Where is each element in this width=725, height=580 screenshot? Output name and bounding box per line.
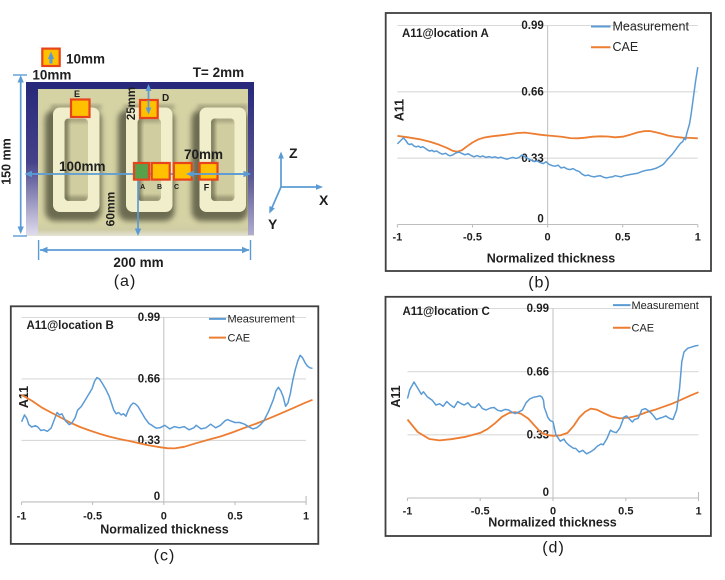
svg-text:A11@location A: A11@location A	[402, 28, 489, 40]
svg-text:0: 0	[543, 487, 549, 499]
svg-text:Normalized thickness: Normalized thickness	[100, 523, 229, 537]
svg-text:-1: -1	[393, 232, 403, 244]
svg-text:1: 1	[695, 506, 701, 518]
svg-text:0.99: 0.99	[527, 303, 549, 315]
svg-text:70mm: 70mm	[184, 147, 223, 162]
svg-text:(a): (a)	[114, 273, 137, 290]
svg-text:T= 2mm: T= 2mm	[193, 65, 244, 80]
svg-text:0: 0	[161, 511, 167, 523]
svg-text:0: 0	[537, 214, 543, 226]
svg-text:CAE: CAE	[613, 40, 639, 54]
svg-text:A11@location C: A11@location C	[403, 306, 490, 318]
svg-text:200 mm: 200 mm	[113, 255, 163, 270]
svg-text:0.66: 0.66	[138, 374, 160, 386]
svg-text:10mm: 10mm	[66, 52, 105, 67]
svg-text:Y: Y	[268, 216, 278, 232]
svg-text:60mm: 60mm	[104, 192, 118, 227]
svg-text:0.33: 0.33	[527, 429, 549, 441]
svg-text:A11: A11	[393, 99, 407, 121]
svg-text:A11: A11	[389, 385, 403, 407]
svg-text:0.5: 0.5	[618, 506, 633, 518]
svg-text:Measurement: Measurement	[632, 300, 699, 312]
svg-text:0.66: 0.66	[521, 86, 543, 98]
svg-text:E: E	[74, 89, 80, 99]
svg-text:A11@location B: A11@location B	[27, 320, 114, 332]
svg-text:0.99: 0.99	[521, 20, 543, 32]
svg-text:0.5: 0.5	[227, 511, 242, 523]
svg-text:Normalized thickness: Normalized thickness	[488, 516, 617, 530]
svg-text:(d): (d)	[542, 540, 565, 557]
svg-text:0: 0	[545, 232, 551, 244]
svg-text:B: B	[157, 184, 162, 191]
svg-text:-0.5: -0.5	[83, 511, 102, 523]
svg-text:CAE: CAE	[228, 332, 251, 344]
svg-text:Measurement: Measurement	[613, 19, 690, 33]
svg-text:-0.5: -0.5	[471, 506, 490, 518]
svg-text:CAE: CAE	[632, 323, 655, 335]
svg-text:10mm: 10mm	[32, 68, 71, 83]
svg-text:0.99: 0.99	[138, 312, 160, 324]
svg-text:Normalized thickness: Normalized thickness	[487, 252, 616, 266]
svg-text:X: X	[319, 192, 329, 208]
svg-text:1: 1	[303, 511, 309, 523]
svg-text:100mm: 100mm	[59, 159, 106, 174]
svg-text:0.66: 0.66	[527, 366, 549, 378]
svg-text:D: D	[162, 93, 169, 104]
svg-text:Z: Z	[289, 145, 298, 161]
svg-text:(b): (b)	[528, 275, 551, 292]
svg-text:Measurement: Measurement	[228, 314, 295, 326]
svg-text:0: 0	[550, 506, 556, 518]
svg-text:F: F	[204, 183, 210, 193]
svg-text:C: C	[174, 184, 179, 191]
svg-text:150 mm: 150 mm	[0, 138, 14, 185]
svg-text:-1: -1	[403, 506, 413, 518]
svg-text:(c): (c)	[154, 548, 176, 565]
svg-text:-1: -1	[17, 511, 27, 523]
svg-text:A: A	[140, 184, 145, 191]
svg-text:-0.5: -0.5	[463, 232, 482, 244]
svg-text:25mm: 25mm	[126, 87, 138, 120]
svg-text:1: 1	[695, 232, 701, 244]
svg-text:0: 0	[154, 491, 160, 503]
svg-text:0.5: 0.5	[615, 232, 630, 244]
